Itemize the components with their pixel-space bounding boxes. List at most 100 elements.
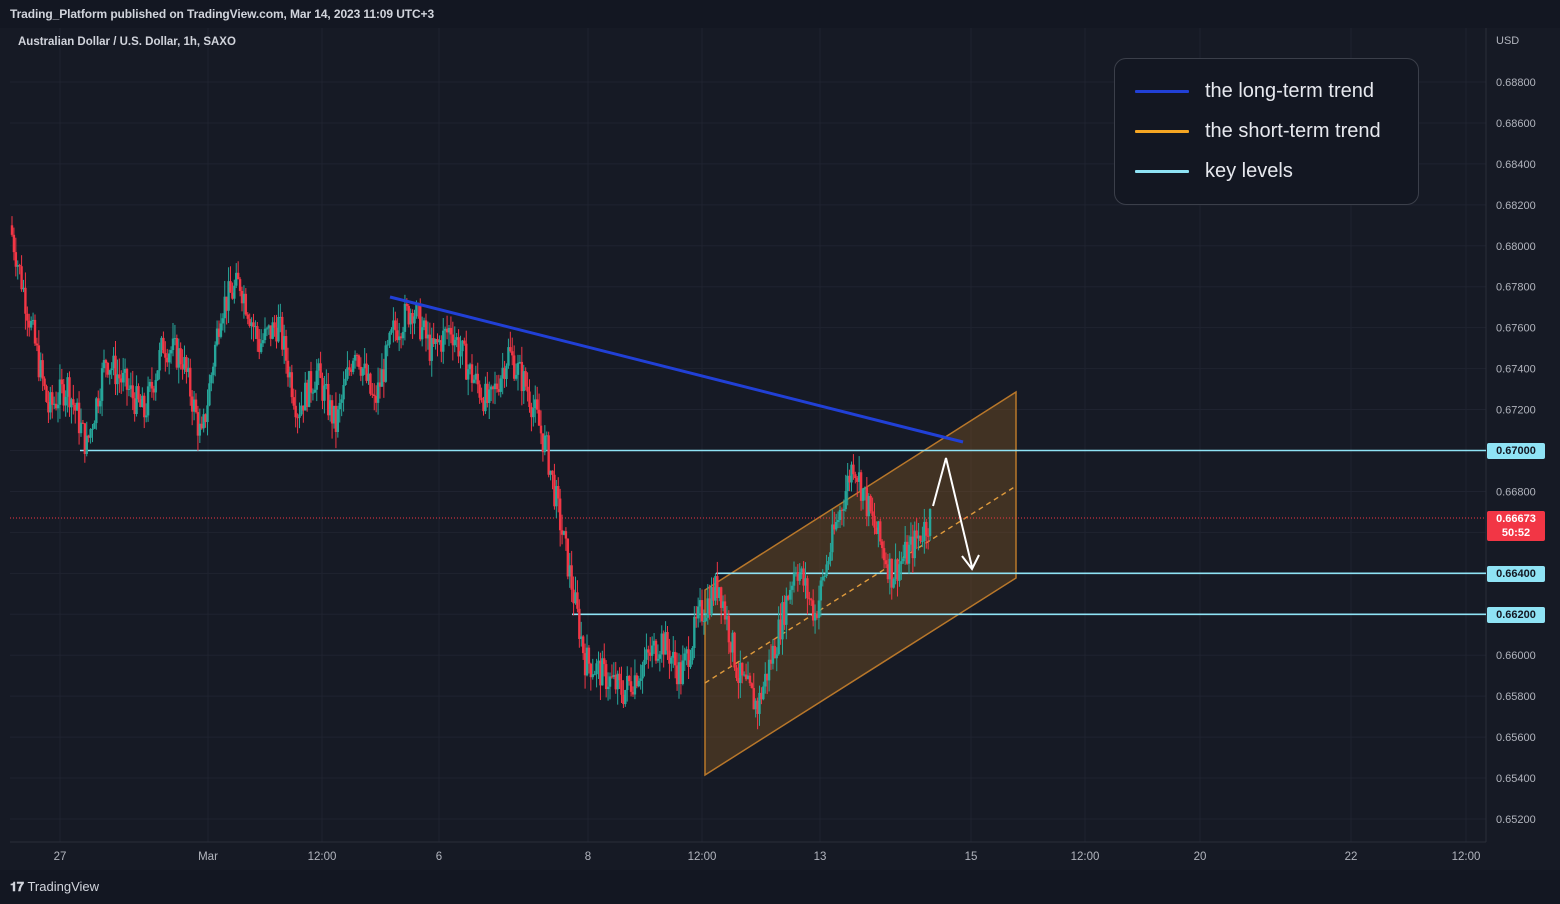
candle-body [175,338,179,368]
candle-body [696,606,700,619]
candle-body [731,632,734,653]
candle-body [557,485,560,499]
candle-body [570,565,573,590]
candle-body [213,344,217,367]
candle-body [432,338,435,344]
candle-body [202,414,205,429]
candle-body [342,384,345,400]
candle-body [804,578,807,586]
candle-body [166,357,169,363]
candle-body [725,615,729,620]
candle-body [831,524,834,553]
candle-body [419,305,422,340]
candle-body [361,368,364,376]
candle-body [177,348,180,368]
candle-body [894,559,897,579]
price-tick-label: 0.65800 [1496,691,1536,703]
candle-body [463,340,466,344]
candle-body [792,573,796,586]
candle-body [543,435,547,453]
candle-body [562,531,566,535]
candle-body [319,363,322,378]
candle-body [252,322,255,327]
candle-body [282,336,286,350]
candle-body [100,368,104,401]
candle-body [350,369,353,372]
candle-body [397,336,401,341]
candle-body [440,340,443,352]
candle-body [854,474,857,479]
candle-body [788,589,792,600]
candle-body [43,378,46,387]
candle-body [578,608,581,639]
candle-body [152,388,156,393]
candle-body [643,659,646,665]
candle-body [459,351,462,357]
candle-body [844,491,847,510]
candle-body [658,654,662,659]
candle-body [98,400,102,407]
candle-body [604,664,608,690]
candle-body [104,360,108,363]
candle-body [907,544,911,564]
candle-body [746,675,750,680]
candle-body [622,694,625,705]
projection-arrow-path[interactable] [932,457,973,568]
candle-body [781,602,784,640]
candle-body [353,354,357,361]
candle-body [296,417,299,419]
candle-body [616,673,619,690]
candle-body [888,558,892,580]
legend-item-key-levels: key levels [1135,151,1418,191]
candle-body [273,322,276,328]
legend-panel: the long-term trend the short-term trend… [1114,58,1419,205]
candle-body [12,234,16,253]
candle-body [476,373,479,385]
candle-body [305,382,309,407]
candle-body [171,338,175,351]
candle-body [62,384,65,406]
candle-body [16,265,19,267]
candle-body [442,330,445,352]
long-term-trendline[interactable] [389,295,964,444]
candle-body [568,565,571,577]
candle-body [534,399,537,409]
candle-body [551,470,554,475]
candle-body [629,681,633,692]
candle-body [445,328,449,333]
candle-body [863,487,867,489]
candle-body [489,386,493,390]
candle-body [495,383,499,390]
candle-body [325,383,328,386]
candle-body [112,355,115,369]
candle-body [846,475,849,492]
candle-body [91,428,94,430]
candle-body [681,660,685,684]
candle-body [281,316,284,350]
candle-body [382,369,386,382]
candle-body [146,386,150,416]
candle-body [595,663,598,675]
candle-body [698,600,702,607]
candle-body [89,429,92,438]
candle-body [915,530,918,539]
candle-body [396,330,399,341]
candle-body [66,377,69,397]
candle-body [507,347,510,366]
candle-body [254,326,257,328]
candle-body [430,338,433,361]
candle-body [472,379,476,383]
time-tick-label: 12:00 [688,851,717,863]
candle-body [143,395,146,418]
candle-body [399,336,403,339]
candle-body [466,369,470,380]
candle-body [702,620,706,622]
candle-body [848,475,851,483]
candle-body [108,370,111,375]
candle-body [687,649,690,667]
candle-body [374,396,378,403]
legend-swatch-key-levels [1135,169,1189,173]
candle-body [624,689,627,705]
candle-body [263,328,267,341]
candle-body [537,409,541,426]
